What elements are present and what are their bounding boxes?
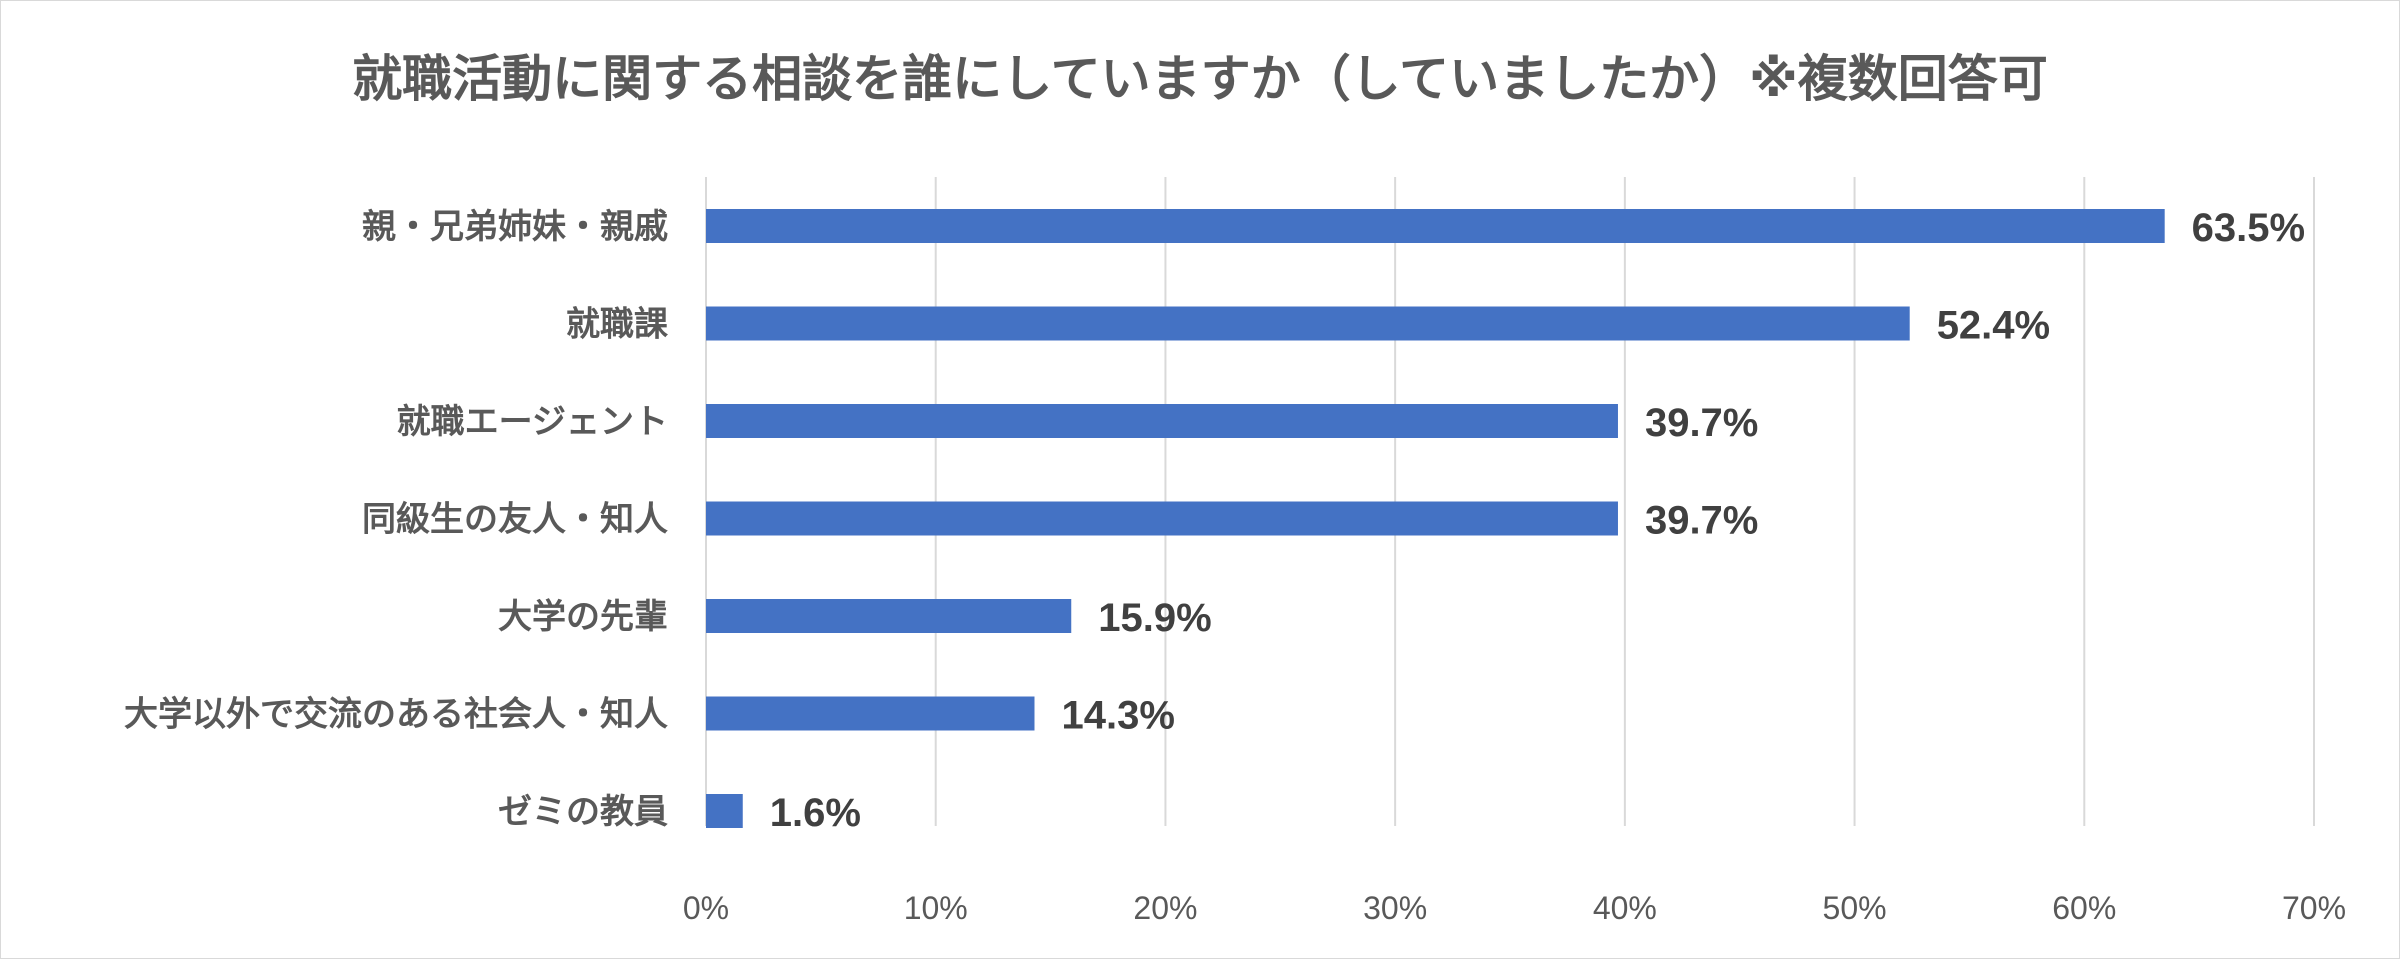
category-label: ゼミの教員: [498, 792, 668, 832]
bar: [706, 404, 1618, 438]
data-label: 63.5%: [2192, 206, 2305, 250]
data-label: 14.3%: [1061, 694, 1174, 738]
category-label: 大学の先輩: [498, 597, 668, 637]
category-label: 大学以外で交流のある社会人・知人: [124, 695, 668, 735]
x-tick-label: 10%: [904, 890, 968, 926]
bar: [706, 696, 1035, 731]
x-tick-label: 40%: [1593, 890, 1657, 926]
data-label: 52.4%: [1937, 304, 2050, 348]
x-tick-label: 30%: [1363, 890, 1427, 926]
x-axis-ticks: 0% 10% 20% 30% 40% 50% 60% 70%: [683, 890, 2346, 926]
category-label: 就職課: [566, 305, 668, 345]
bar: [706, 209, 2165, 243]
bars: [706, 209, 2165, 828]
category-label: 同級生の友人・知人: [362, 500, 668, 540]
chart-title: 就職活動に関する相談を誰にしていますか（していましたか）※複数回答可: [352, 50, 2048, 108]
bar: [706, 306, 1910, 341]
x-tick-label: 70%: [2282, 890, 2346, 926]
category-label: 親・兄弟姉妹・親戚: [362, 207, 668, 247]
data-label: 1.6%: [770, 791, 861, 835]
data-labels: 63.5% 52.4% 39.7% 39.7% 15.9% 14.3% 1.6%: [770, 206, 2305, 835]
category-labels: 親・兄弟姉妹・親戚就職課就職エージェント同級生の友人・知人大学の先輩大学以外で交…: [124, 207, 668, 832]
data-label: 39.7%: [1645, 401, 1758, 445]
data-label: 39.7%: [1645, 499, 1758, 543]
x-tick-label: 50%: [1823, 890, 1887, 926]
x-tick-label: 20%: [1133, 890, 1197, 926]
category-label: 就職エージェント: [397, 402, 668, 442]
bar: [706, 794, 743, 828]
data-label: 15.9%: [1098, 596, 1211, 640]
bar: [706, 599, 1072, 633]
x-tick-label: 60%: [2052, 890, 2116, 926]
bar: [706, 501, 1618, 536]
x-tick-label: 0%: [683, 890, 729, 926]
